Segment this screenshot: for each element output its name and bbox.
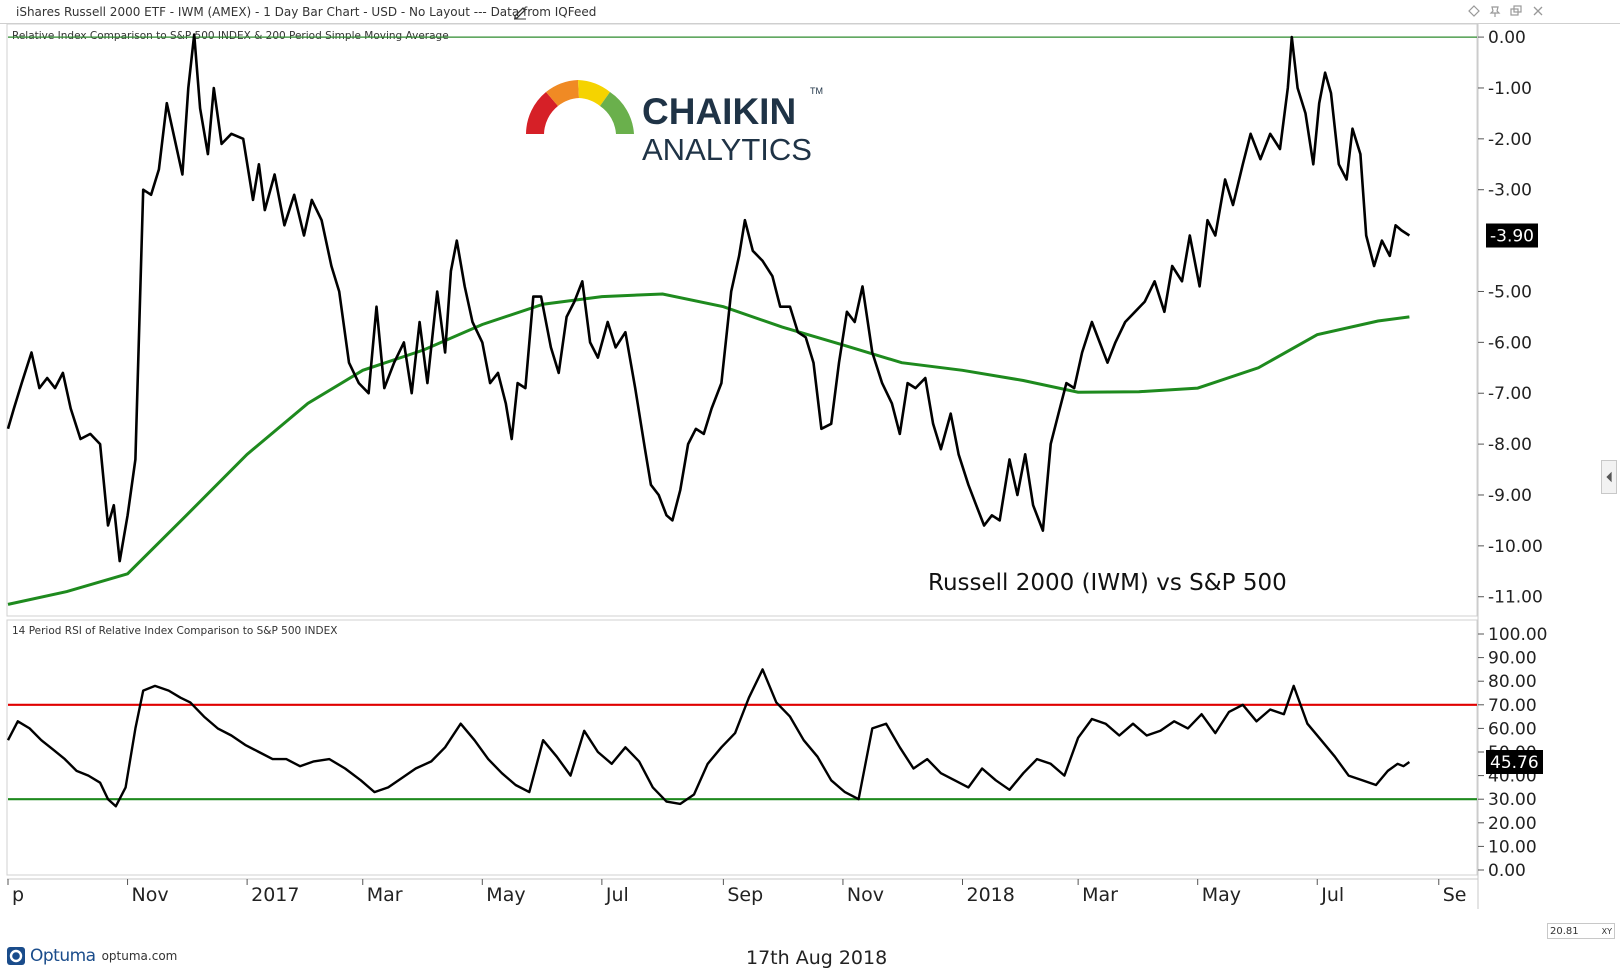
optuma-icon	[7, 947, 25, 965]
chart-annotation: Russell 2000 (IWM) vs S&P 500	[928, 570, 1287, 596]
status-value: 20.81	[1550, 926, 1579, 937]
rsi-y-tick-label: 60.00	[1488, 719, 1537, 739]
logo-line1: CHAIKIN	[642, 91, 796, 132]
close-icon[interactable]	[1530, 3, 1546, 19]
optuma-logo[interactable]: Optuma optuma.com	[6, 945, 177, 967]
main-y-tick-label: -2.00	[1488, 130, 1532, 150]
chaikin-logo: CHAIKIN TM ANALYTICS	[526, 80, 823, 167]
x-tick-label: Nov	[847, 884, 884, 906]
rsi-line	[6, 668, 1411, 808]
rsi-last-value-badge	[1486, 750, 1543, 775]
rsi-y-tick-label: 100.00	[1488, 625, 1547, 645]
relative-index-line	[6, 33, 1411, 563]
x-tick-label: Sep	[727, 884, 763, 906]
window-titlebar: iShares Russell 2000 ETF - IWM (AMEX) - …	[0, 0, 1620, 24]
rsi-y-tick-label: 30.00	[1488, 790, 1537, 810]
logo-tm: TM	[810, 86, 823, 96]
x-tick-label: May	[486, 884, 525, 906]
pencil-icon[interactable]	[512, 4, 528, 20]
x-tick-label: 2017	[251, 884, 299, 906]
logo-line2: ANALYTICS	[642, 132, 812, 167]
panel-expand-arrow[interactable]	[1601, 460, 1617, 494]
x-tick-label: Mar	[1082, 884, 1118, 906]
optuma-site[interactable]: optuma.com	[101, 949, 178, 963]
rsi-y-tick-label: 70.00	[1488, 696, 1537, 716]
main-y-tick-label: -1.00	[1488, 79, 1532, 99]
main-y-tick-label: -7.00	[1488, 384, 1532, 404]
x-tick-label: 2018	[966, 884, 1014, 906]
main-y-tick-label: -8.00	[1488, 435, 1532, 455]
main-panel-title: Relative Index Comparison to S&P 500 IND…	[12, 30, 449, 42]
main-y-tick-label: -5.00	[1488, 282, 1532, 302]
main-panel: 0.00 -1.00 -2.00 -3.00 -5.00 -6.00 -7.00 -8.00 -…	[6, 28, 1543, 608]
rsi-y-tick-label: 20.00	[1488, 814, 1537, 834]
window-title: iShares Russell 2000 ETF - IWM (AMEX) - …	[16, 5, 597, 19]
main-y-tick-label: -10.00	[1488, 537, 1543, 557]
x-tick-label: Mar	[367, 884, 403, 906]
main-last-value-badge	[1486, 223, 1538, 248]
optuma-brand: Optuma	[30, 946, 96, 966]
pin-icon[interactable]	[1487, 3, 1503, 19]
rsi-panel-frame	[6, 619, 1478, 876]
main-y-tick-label: -11.00	[1488, 588, 1543, 608]
cursor-date: 17th Aug 2018	[746, 947, 888, 969]
sma-200-line	[7, 292, 1410, 606]
x-tick-label: May	[1202, 884, 1241, 906]
x-tick-label: Jul	[605, 884, 629, 906]
rsi-panel-title: 14 Period RSI of Relative Index Comparis…	[12, 625, 337, 637]
rsi-y-tick-label: 10.00	[1488, 837, 1537, 857]
main-y-tick-label: 0.00	[1488, 28, 1526, 48]
restore-icon[interactable]	[1508, 3, 1524, 19]
rsi-y-tick-label: 80.00	[1488, 672, 1537, 692]
x-tick-label: Nov	[132, 884, 169, 906]
rsi-panel: 0.0010.0020.0030.0040.0050.0060.0070.008…	[6, 625, 1547, 881]
x-tick-label: Jul	[1320, 884, 1344, 906]
main-last-value-label: -3.90	[1490, 227, 1534, 247]
x-tick-label: p	[12, 884, 24, 906]
main-y-tick-label: -3.00	[1488, 181, 1532, 201]
rsi-y-tick-label: 90.00	[1488, 649, 1537, 669]
status-readout: 20.81 XY	[1547, 923, 1615, 939]
rsi-y-tick-label: 0.00	[1488, 861, 1526, 881]
main-y-tick-label: -6.00	[1488, 333, 1532, 353]
diamond-icon[interactable]	[1466, 3, 1482, 19]
logo-arc-orange	[546, 80, 579, 106]
date-axis: p Nov 2017 Mar May Jul Sep Nov 2018 Mar May Jul Se	[7, 879, 1467, 906]
status-suffix: XY	[1601, 927, 1612, 936]
logo-arc-yellow	[578, 80, 610, 106]
x-tick-label: Se	[1443, 884, 1467, 906]
logo-arc-green	[600, 92, 634, 134]
main-y-tick-label: -9.00	[1488, 486, 1532, 506]
main-panel-frame	[6, 24, 1478, 617]
logo-arc-red	[526, 92, 558, 134]
chart-area: Relative Index Comparison to S&P 500 IND…	[6, 24, 1547, 909]
rsi-last-value-label: 45.76	[1490, 753, 1539, 773]
